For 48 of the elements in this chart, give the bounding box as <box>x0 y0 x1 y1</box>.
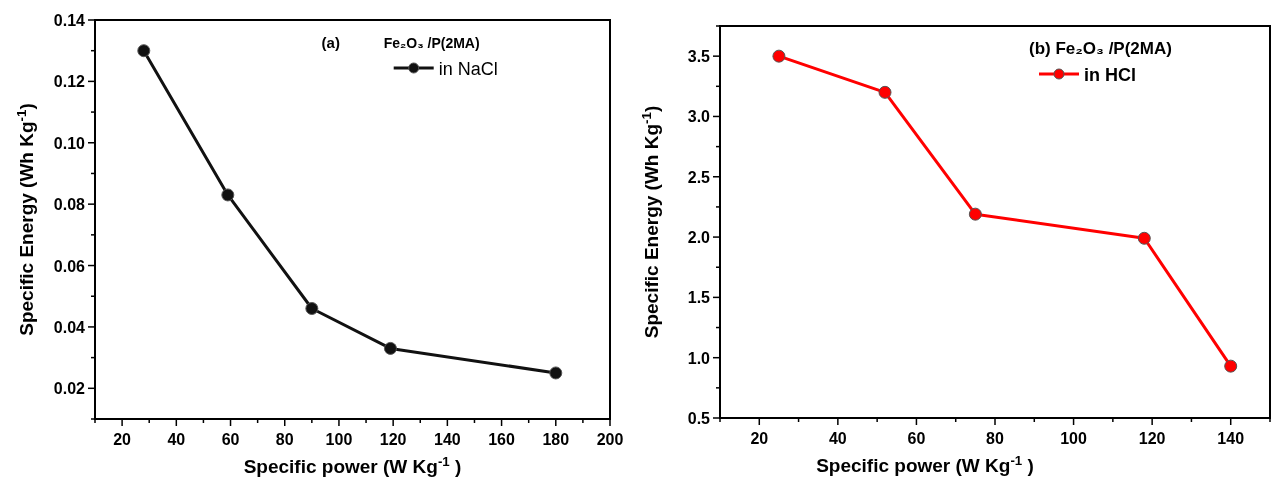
x-tick-label: 140 <box>434 431 461 448</box>
point <box>968 207 982 221</box>
point <box>1224 359 1238 373</box>
x-tick-label: 160 <box>488 431 516 448</box>
y-tick-label: 0.5 <box>687 410 711 427</box>
point <box>549 366 563 380</box>
y-tick-label: 0.10 <box>53 134 86 152</box>
annotation: (a) <box>321 34 340 51</box>
x-axis-title: Specific power (W Kg$^{-1}$ ) <box>816 452 1034 476</box>
y-tick-label: 1.5 <box>687 289 711 307</box>
y-tick-label: 2.5 <box>687 168 711 186</box>
point <box>221 188 235 202</box>
point <box>305 302 319 316</box>
x-tick-label: 180 <box>542 431 570 448</box>
x-tick-label: 120 <box>379 431 407 448</box>
x-tick-label: 60 <box>221 431 240 448</box>
x-tick-label: 100 <box>325 431 353 448</box>
y-tick-label: 0.12 <box>53 73 86 91</box>
x-tick-label: 80 <box>275 431 294 448</box>
point <box>137 44 151 58</box>
y-tick-label: 2.0 <box>687 229 711 247</box>
legend-title: Fe₂O₃ /P(2MA) <box>383 35 480 51</box>
x-axis-title: Specific power (W Kg$^{-1}$ ) <box>243 453 462 477</box>
x-tick-label: 100 <box>1060 430 1088 447</box>
x-tick-label: 140 <box>1217 430 1245 447</box>
y-tick-label: 0.14 <box>53 12 86 29</box>
x-tick-label: 60 <box>907 430 926 447</box>
legend-label: in NaCl <box>438 59 498 79</box>
y-tick-label: 3.0 <box>687 108 711 126</box>
y-tick-label: 3.5 <box>687 48 711 66</box>
y-tick-label: 0.06 <box>53 257 86 275</box>
x-tick-label: 20 <box>750 430 769 447</box>
x-tick-label: 40 <box>167 431 186 448</box>
x-tick-label: 80 <box>986 430 1004 447</box>
y-tick-label: 0.04 <box>53 318 86 336</box>
x-tick-label: 20 <box>113 431 132 448</box>
point <box>1137 231 1151 245</box>
x-tick-label: 120 <box>1138 430 1166 447</box>
x-tick-label: 40 <box>828 430 847 447</box>
x-tick-label: 200 <box>596 431 624 448</box>
y-tick-label: 0.08 <box>53 196 86 214</box>
point <box>383 341 397 355</box>
point <box>772 49 786 63</box>
legend-title: (b) Fe₂O₃ /P(2MA) <box>1029 39 1172 58</box>
point <box>878 85 892 99</box>
y-tick-label: 1.0 <box>687 349 711 367</box>
y-tick-label: 0.02 <box>53 380 86 398</box>
legend-label: in HCl <box>1084 65 1136 85</box>
